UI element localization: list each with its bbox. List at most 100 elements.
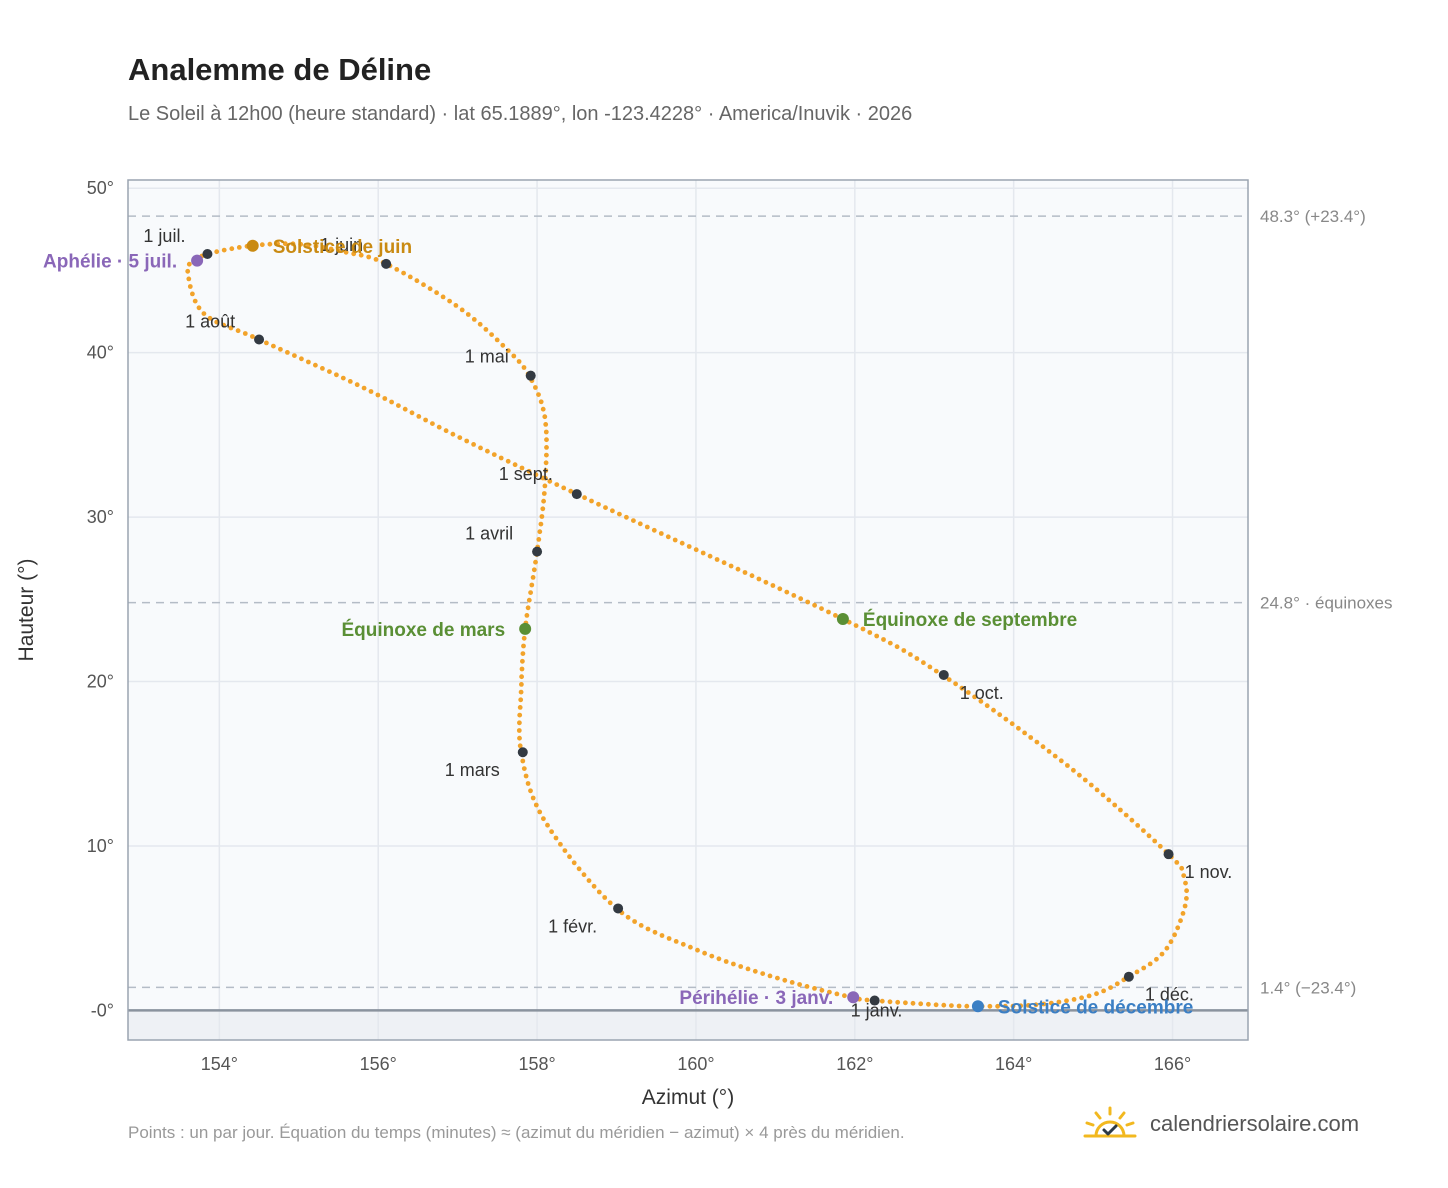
daily-point: [879, 998, 885, 1004]
daily-point: [637, 521, 643, 527]
daily-point: [1026, 1003, 1031, 1008]
daily-point: [533, 559, 538, 565]
daily-point: [264, 340, 269, 346]
daily-point: [709, 953, 715, 959]
daily-point: [440, 294, 446, 300]
event-marker: [191, 254, 204, 267]
daily-point: [544, 437, 549, 443]
daily-point: [589, 498, 594, 504]
daily-point: [521, 635, 527, 641]
daily-point: [745, 966, 751, 972]
daily-point: [267, 241, 273, 247]
sun-logo-icon: [1083, 1106, 1137, 1138]
daily-point: [784, 589, 790, 595]
daily-point: [313, 362, 318, 368]
daily-point: [607, 900, 613, 906]
x-tick-label: 164°: [995, 1054, 1032, 1074]
daily-point: [538, 399, 544, 405]
daily-point: [1041, 1001, 1047, 1007]
daily-point: [1002, 1003, 1008, 1009]
daily-point: [528, 788, 533, 794]
daily-point: [874, 633, 880, 639]
daily-point: [537, 529, 543, 535]
daily-point: [520, 651, 526, 656]
daily-point: [1071, 767, 1076, 773]
daily-point: [680, 941, 686, 947]
daily-point: [1086, 993, 1092, 999]
daily-point: [1114, 981, 1120, 987]
daily-point: [842, 993, 847, 999]
event-marker: [519, 622, 532, 635]
daily-point: [833, 613, 838, 618]
daily-point: [505, 348, 511, 353]
daily-point: [749, 573, 755, 579]
grid-lines: [128, 180, 1248, 1040]
daily-point: [596, 501, 601, 507]
month-markers: 1 janv. 1 févr. 1 mars 1 avril 1 mai 1 juin 1 …: [143, 226, 1232, 1021]
daily-point: [409, 410, 415, 416]
event-marker: [836, 613, 849, 626]
month-label: 1 juil.: [143, 226, 185, 246]
daily-point: [236, 245, 242, 250]
plot-area: [128, 180, 1248, 1040]
daily-point: [903, 1000, 908, 1006]
daily-point: [521, 643, 526, 649]
daily-point: [471, 442, 476, 447]
below-horizon-band: [128, 1010, 1248, 1040]
daily-point: [518, 689, 524, 695]
daily-point: [361, 385, 367, 391]
daily-point: [450, 431, 456, 437]
daily-point: [953, 681, 958, 687]
daily-point: [1152, 838, 1158, 844]
daily-point: [652, 929, 658, 935]
daily-point: [540, 406, 546, 412]
daily-point: [770, 583, 776, 588]
daily-point: [537, 809, 543, 815]
daily-point: [723, 959, 729, 964]
daily-point: [485, 448, 490, 454]
daily-point: [1077, 772, 1082, 778]
daily-point: [562, 848, 568, 853]
daily-point: [186, 276, 192, 282]
daily-point: [666, 936, 672, 941]
daily-point: [512, 462, 518, 468]
daily-point: [519, 666, 525, 672]
daily-point: [250, 334, 255, 339]
daily-point: [956, 1003, 962, 1009]
y-tick-label: 20°: [87, 672, 114, 692]
footnote: Points : un par jour. Équation du temps …: [128, 1123, 905, 1142]
daily-point: [242, 331, 248, 336]
reference-label: 24.8° · équinoxes: [1260, 594, 1393, 613]
month-label: 1 mars: [445, 760, 500, 780]
daily-point: [471, 317, 477, 322]
daily-point: [525, 781, 531, 786]
daily-point: [853, 623, 859, 628]
daily-point: [997, 712, 1003, 718]
month-label: 1 sept.: [499, 464, 553, 484]
daily-point: [1147, 961, 1153, 967]
daily-point: [1182, 903, 1188, 909]
daily-point: [645, 926, 651, 932]
daily-point: [797, 982, 802, 987]
daily-point: [544, 445, 549, 450]
daily-point: [207, 315, 213, 321]
daily-point: [533, 472, 539, 478]
daily-point: [763, 579, 769, 585]
daily-point: [500, 342, 506, 348]
daily-point: [541, 491, 547, 496]
y-tick-label: 30°: [87, 507, 114, 527]
daily-point: [965, 690, 971, 695]
daily-point: [464, 438, 470, 444]
daily-point: [416, 414, 422, 419]
brand[interactable]: calendriersolaire.com: [1082, 1104, 1359, 1144]
daily-point: [576, 866, 582, 872]
daily-point: [767, 973, 773, 979]
y-tick-label: -0°: [91, 1000, 114, 1020]
daily-point: [695, 947, 700, 953]
daily-point: [423, 417, 428, 423]
daily-point: [1082, 777, 1088, 783]
plot-frame: [127, 179, 1249, 1041]
daily-point: [1016, 725, 1021, 731]
daily-point: [290, 241, 296, 247]
daily-point: [812, 986, 817, 991]
